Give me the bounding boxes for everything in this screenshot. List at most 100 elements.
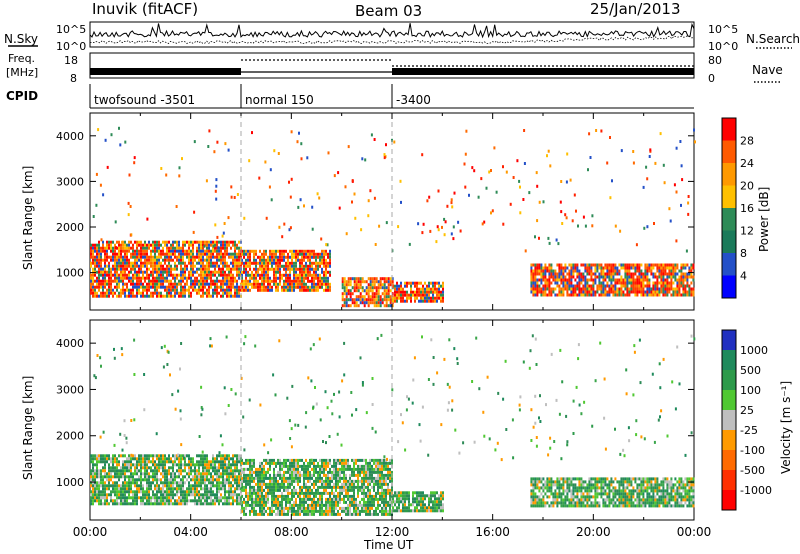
velocity-panel-cell bbox=[269, 509, 271, 513]
velocity-panel-cell bbox=[277, 482, 279, 486]
velocity-panel-cell bbox=[253, 479, 255, 483]
power-panel-cell bbox=[118, 258, 120, 262]
velocity-panel-cell bbox=[192, 463, 194, 467]
velocity-panel-cell bbox=[140, 502, 142, 506]
power-panel-cell bbox=[204, 267, 206, 271]
velocity-panel-cell bbox=[144, 502, 146, 506]
power-panel-cell bbox=[343, 292, 346, 296]
power-panel-cell bbox=[662, 263, 665, 267]
power-panel-cell bbox=[319, 285, 321, 289]
power-panel-cell bbox=[162, 267, 164, 271]
power-panel-cell bbox=[261, 258, 263, 262]
power-panel-cell bbox=[283, 255, 285, 259]
power-panel-cell bbox=[325, 285, 327, 289]
power-panel-cell bbox=[108, 276, 110, 280]
power-panel-cell bbox=[317, 282, 319, 286]
power-panel-cell bbox=[570, 284, 573, 288]
power-panel-cell bbox=[578, 290, 581, 294]
power-panel-cell bbox=[236, 282, 238, 286]
power-panel-cell bbox=[404, 281, 406, 285]
velocity-panel-cell bbox=[206, 475, 208, 479]
power-panel-cell bbox=[236, 252, 238, 256]
power-panel-cell bbox=[98, 243, 100, 247]
power-panel-cell bbox=[650, 266, 653, 270]
power-panel-cell bbox=[680, 164, 683, 168]
velocity-panel-cell bbox=[128, 475, 130, 479]
power-panel-cell bbox=[285, 270, 287, 274]
velocity-panel-cell bbox=[152, 454, 154, 458]
power-panel-cell bbox=[578, 278, 581, 282]
velocity-panel-cell bbox=[325, 473, 327, 477]
velocity-panel-cell bbox=[287, 497, 289, 501]
power-panel-cell bbox=[206, 288, 208, 292]
velocity-panel-cell bbox=[102, 493, 104, 497]
power-panel-cell bbox=[279, 282, 281, 286]
velocity-panel-cell bbox=[138, 457, 140, 461]
power-panel-cell bbox=[649, 148, 652, 152]
power-panel-cell bbox=[289, 285, 291, 289]
velocity-panel-cell bbox=[255, 500, 257, 504]
velocity-panel-cell bbox=[200, 481, 202, 485]
power-panel-cell bbox=[606, 275, 609, 279]
velocity-panel-cell bbox=[114, 502, 116, 506]
velocity-panel-cell bbox=[164, 499, 166, 503]
velocity-panel-cell bbox=[327, 503, 329, 507]
velocity-panel-cell bbox=[293, 488, 295, 492]
power-panel-cell bbox=[212, 288, 214, 292]
power-panel-cell bbox=[112, 288, 114, 292]
power-panel-cell bbox=[297, 273, 299, 277]
power-panel-cell bbox=[106, 255, 108, 259]
velocity-panel-cell bbox=[132, 475, 134, 479]
power-panel-cell bbox=[317, 255, 319, 259]
power-panel-cell bbox=[190, 255, 192, 259]
power-panel-cell bbox=[98, 267, 100, 271]
velocity-panel-cell bbox=[321, 482, 323, 486]
power-panel-cell bbox=[236, 246, 238, 250]
noise-right-label: N.Search bbox=[746, 32, 800, 46]
power-panel-cell bbox=[618, 263, 621, 267]
power-panel-cell bbox=[608, 284, 611, 288]
power-panel-cell bbox=[604, 278, 607, 282]
velocity-panel-cell bbox=[331, 479, 333, 483]
power-panel-cell bbox=[281, 235, 284, 239]
power-panel-cell bbox=[184, 288, 186, 292]
power-panel-cell bbox=[451, 205, 454, 209]
velocity-panel-cell bbox=[297, 476, 299, 480]
power-panel-cell bbox=[396, 284, 398, 288]
velocity-panel-cell bbox=[333, 470, 335, 474]
velocity-panel-cell bbox=[120, 469, 122, 473]
velocity-panel-cell bbox=[245, 461, 247, 465]
power-panel-cell bbox=[572, 272, 575, 276]
velocity-panel-cell bbox=[319, 464, 321, 468]
power-panel-cell bbox=[220, 261, 222, 265]
power-panel-cell bbox=[269, 276, 271, 280]
velocity-panel-cell bbox=[158, 454, 160, 458]
velocity-panel-cell bbox=[249, 488, 251, 492]
power-panel-cell bbox=[152, 267, 154, 271]
power-panel-cell bbox=[396, 293, 398, 297]
power-panel-cell bbox=[200, 294, 202, 298]
power-panel-cell bbox=[428, 290, 430, 294]
power-panel-cell bbox=[565, 216, 568, 220]
velocity-panel-cell bbox=[291, 506, 293, 510]
power-panel-cell bbox=[158, 279, 160, 283]
power-panel-cell bbox=[654, 293, 657, 297]
velocity-panel-cell bbox=[269, 461, 271, 465]
power-panel-cell bbox=[148, 246, 150, 250]
velocity-panel-cell bbox=[202, 502, 204, 506]
velocity-panel-cell bbox=[279, 500, 281, 504]
power-panel-cell bbox=[218, 285, 220, 289]
velocity-panel-cell bbox=[204, 463, 206, 467]
velocity-panel-cell bbox=[126, 490, 128, 494]
power-panel-cell bbox=[580, 293, 583, 297]
power-panel-cell bbox=[216, 285, 218, 289]
power-panel-cell bbox=[160, 261, 162, 265]
velocity-panel-cell bbox=[297, 461, 299, 465]
velocity-panel-cell bbox=[291, 512, 293, 516]
power-panel-cell bbox=[136, 270, 138, 274]
power-panel-cell bbox=[94, 258, 96, 262]
velocity-panel-cell bbox=[230, 463, 232, 467]
power-panel-cell bbox=[378, 224, 381, 228]
noise-left-label: N.Sky bbox=[4, 32, 38, 46]
